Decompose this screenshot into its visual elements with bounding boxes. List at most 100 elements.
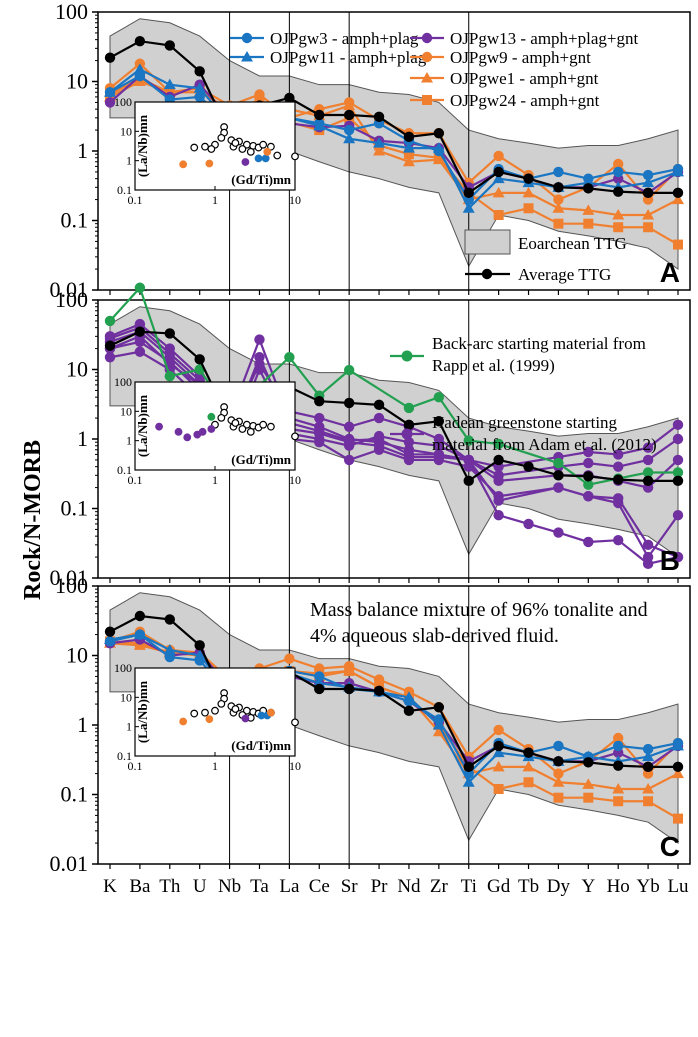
inset-y-tick-label: 0.1 <box>117 749 132 763</box>
hadean-series-0-point-Ta <box>254 334 265 345</box>
legend-envelope-swatch <box>464 229 511 255</box>
inset-x-label: (Gd/Ti)mn <box>231 452 291 467</box>
inset-point <box>267 422 275 431</box>
average-series-point-U <box>194 66 205 77</box>
hadean-series-5-point-Sr <box>343 440 355 451</box>
average-series-point-Ho <box>613 760 624 771</box>
inset-point <box>241 158 250 166</box>
average-series-point-Th <box>164 328 175 339</box>
hadean-series-4-point-Dy <box>553 527 564 538</box>
inset-point <box>291 432 299 441</box>
ojpgw9-series-point-Ta <box>254 89 265 100</box>
ojpgw3-series-point-Lu <box>672 163 684 175</box>
legend-label: OJPgw11 - amph+plag <box>270 48 427 67</box>
legend-label: material from Adam et al. (2012) <box>432 435 657 454</box>
inset-point <box>241 714 250 723</box>
average-series-point-Pr <box>373 685 385 697</box>
ojpgw24-series-point-Lu <box>673 813 683 824</box>
annotation-line-2: 4% aqueous slab-derived fluid. <box>310 625 559 647</box>
inset-point <box>179 160 188 169</box>
ojpgw3-series-point-Ho <box>613 740 624 752</box>
y-tick-label: 0.01 <box>50 565 89 590</box>
inset-point <box>291 718 299 727</box>
inset-y-tick-label: 10 <box>120 690 132 704</box>
ojpgw3-series-line <box>109 633 679 776</box>
ojpgw3-series-point-Ba <box>134 70 146 82</box>
average-series-point-Th <box>164 614 175 625</box>
backarc-series-point-Zr <box>433 391 445 403</box>
inset-point <box>174 427 183 436</box>
inset-x-tick-label: 10 <box>289 759 301 773</box>
ojpgw24-series-point-Lu <box>673 239 683 250</box>
ojpgw11-series-point-Gd <box>492 172 505 184</box>
inset-point <box>259 140 268 149</box>
ojpgwe1-series-point-Nd <box>402 155 415 167</box>
ojpgw24-series-point-Tb <box>523 203 534 214</box>
hadean-series-3-point-Zr <box>433 454 445 466</box>
average-series-point-Ba <box>134 326 146 337</box>
inset-x-tick-label: 10 <box>289 473 301 487</box>
inset-point <box>201 142 209 151</box>
inset-point <box>207 425 216 433</box>
hadean-series-4-point-Ta <box>254 358 265 370</box>
y-tick-label: 0.1 <box>61 782 89 807</box>
y-tick-label: 10 <box>66 357 88 382</box>
average-series-point-Sr <box>343 683 355 695</box>
ojpgwe1-series-point-Dy <box>552 202 565 213</box>
ojpgwe1-series-point-Y <box>582 204 595 215</box>
ojpgwe1-series-point-Tb <box>522 760 535 772</box>
inset-point <box>207 145 216 153</box>
ojpgw24-series-point-Dy <box>553 218 564 229</box>
legend-marker <box>422 95 432 105</box>
hadean-series-3-point-K <box>104 352 116 363</box>
ojpgwe1-series-point-Dy <box>552 776 565 787</box>
legend-marker <box>401 350 413 362</box>
inset-point <box>198 427 207 436</box>
hadean-series-4-point-Th <box>164 348 175 359</box>
ojpgw3-series-point-Zr <box>433 714 445 725</box>
x-tick-label-Nd: Nd <box>397 876 421 897</box>
average-series-point-K <box>104 626 116 637</box>
average-series-point-Dy <box>553 756 564 767</box>
inset-point <box>291 152 299 161</box>
inset-y-tick-label: 1 <box>126 720 132 734</box>
ojpgw24-series-point-Gd <box>493 209 504 220</box>
inset-y-tick-label: 1 <box>126 434 132 448</box>
inset-y-tick-label: 100 <box>114 661 132 675</box>
ojpgw24-series-point-Tb <box>523 777 534 788</box>
ojpgw11-series-point-Ti <box>462 202 475 213</box>
ojpgw24-series-point-Dy <box>553 792 564 803</box>
inset-point <box>179 717 188 726</box>
ojpgwe1-series-point-Gd <box>492 186 505 198</box>
inset-plot: 0.1 1 10 0.1 1 10 100 (Gd/Ti)mn (La/Nb)mn <box>114 375 301 487</box>
average-series-point-Dy <box>553 182 564 193</box>
inset-x-tick-label: 1 <box>212 193 218 207</box>
average-series-point-Tb <box>523 747 534 758</box>
average-series-point-U <box>194 640 205 651</box>
panel-B: 0.01 0.1 1 10 100 B 0.1 1 10 0.1 1 10 100 (Gd/Ti)mn (L… <box>50 282 691 590</box>
hadean-series-5-point-Gd <box>493 495 504 506</box>
inset-point <box>205 715 214 724</box>
average-series-point-Sr <box>343 397 355 409</box>
ojpgw3-series-point-Th <box>164 651 175 663</box>
y-tick-label: 1 <box>77 712 88 737</box>
average-series-point-Gd <box>493 166 504 178</box>
inset-plot: 0.1 1 10 0.1 1 10 100 (Gd/Ti)mn (La/Nb)mn <box>114 661 301 773</box>
ojpgw24-series-point-Ho <box>613 796 624 807</box>
inset-point <box>246 147 255 156</box>
ojpgwe1-series-point-Yb <box>642 782 655 794</box>
average-series-point-Ce <box>314 683 325 695</box>
ojpgw11-series-point-Yb <box>642 750 655 762</box>
hadean-series-3-point-Nd <box>403 454 415 466</box>
ojpgw3-series-point-Yb <box>642 743 654 755</box>
inset-plot: 0.1 1 10 0.1 1 10 100 (Gd/Ti)mn (La/Nb)mn <box>114 95 301 207</box>
inset-point <box>267 708 275 717</box>
average-series-point-Ti <box>463 187 474 199</box>
legend-envelope-label: Eoarchean TTG <box>518 234 627 253</box>
x-tick-label-Ho: Ho <box>607 876 630 897</box>
ojpgw3-series-point-Nd <box>403 696 415 707</box>
ojpgw9-series-point-Gd <box>493 724 504 736</box>
x-tick-label-Ba: Ba <box>129 876 151 897</box>
backarc-series-point-Nd <box>403 402 415 414</box>
